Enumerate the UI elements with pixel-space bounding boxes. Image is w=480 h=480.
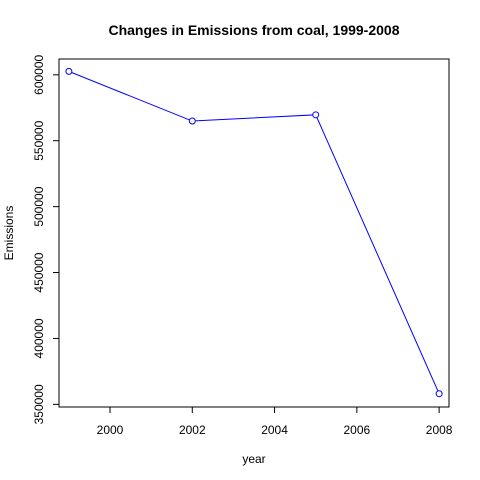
series-group (65, 67, 443, 398)
x-axis-label: year (242, 452, 265, 466)
x-tick-label: 2002 (179, 423, 206, 437)
x-tick-label: 2006 (343, 423, 370, 437)
data-point (65, 67, 73, 75)
x-axis: 2000 2002 2004 2006 2008 (97, 406, 453, 437)
y-axis: 350000 400000 450000 500000 550000 600000 (32, 54, 60, 424)
data-point (435, 390, 443, 398)
y-tick-label: 550000 (32, 120, 46, 160)
x-tick-label: 2004 (261, 423, 288, 437)
chart-title: Changes in Emissions from coal, 1999-200… (108, 22, 399, 38)
y-tick-label: 400000 (32, 318, 46, 358)
x-tick-label: 2008 (426, 423, 453, 437)
y-tick-label: 600000 (32, 54, 46, 94)
y-tick-label: 450000 (32, 252, 46, 292)
y-tick-label: 500000 (32, 186, 46, 226)
series-line (68, 70, 440, 394)
y-axis-label: Emissions (2, 206, 16, 261)
x-tick-label: 2000 (97, 423, 124, 437)
y-tick-label: 350000 (32, 384, 46, 424)
data-point (188, 117, 196, 125)
data-point (312, 111, 320, 119)
